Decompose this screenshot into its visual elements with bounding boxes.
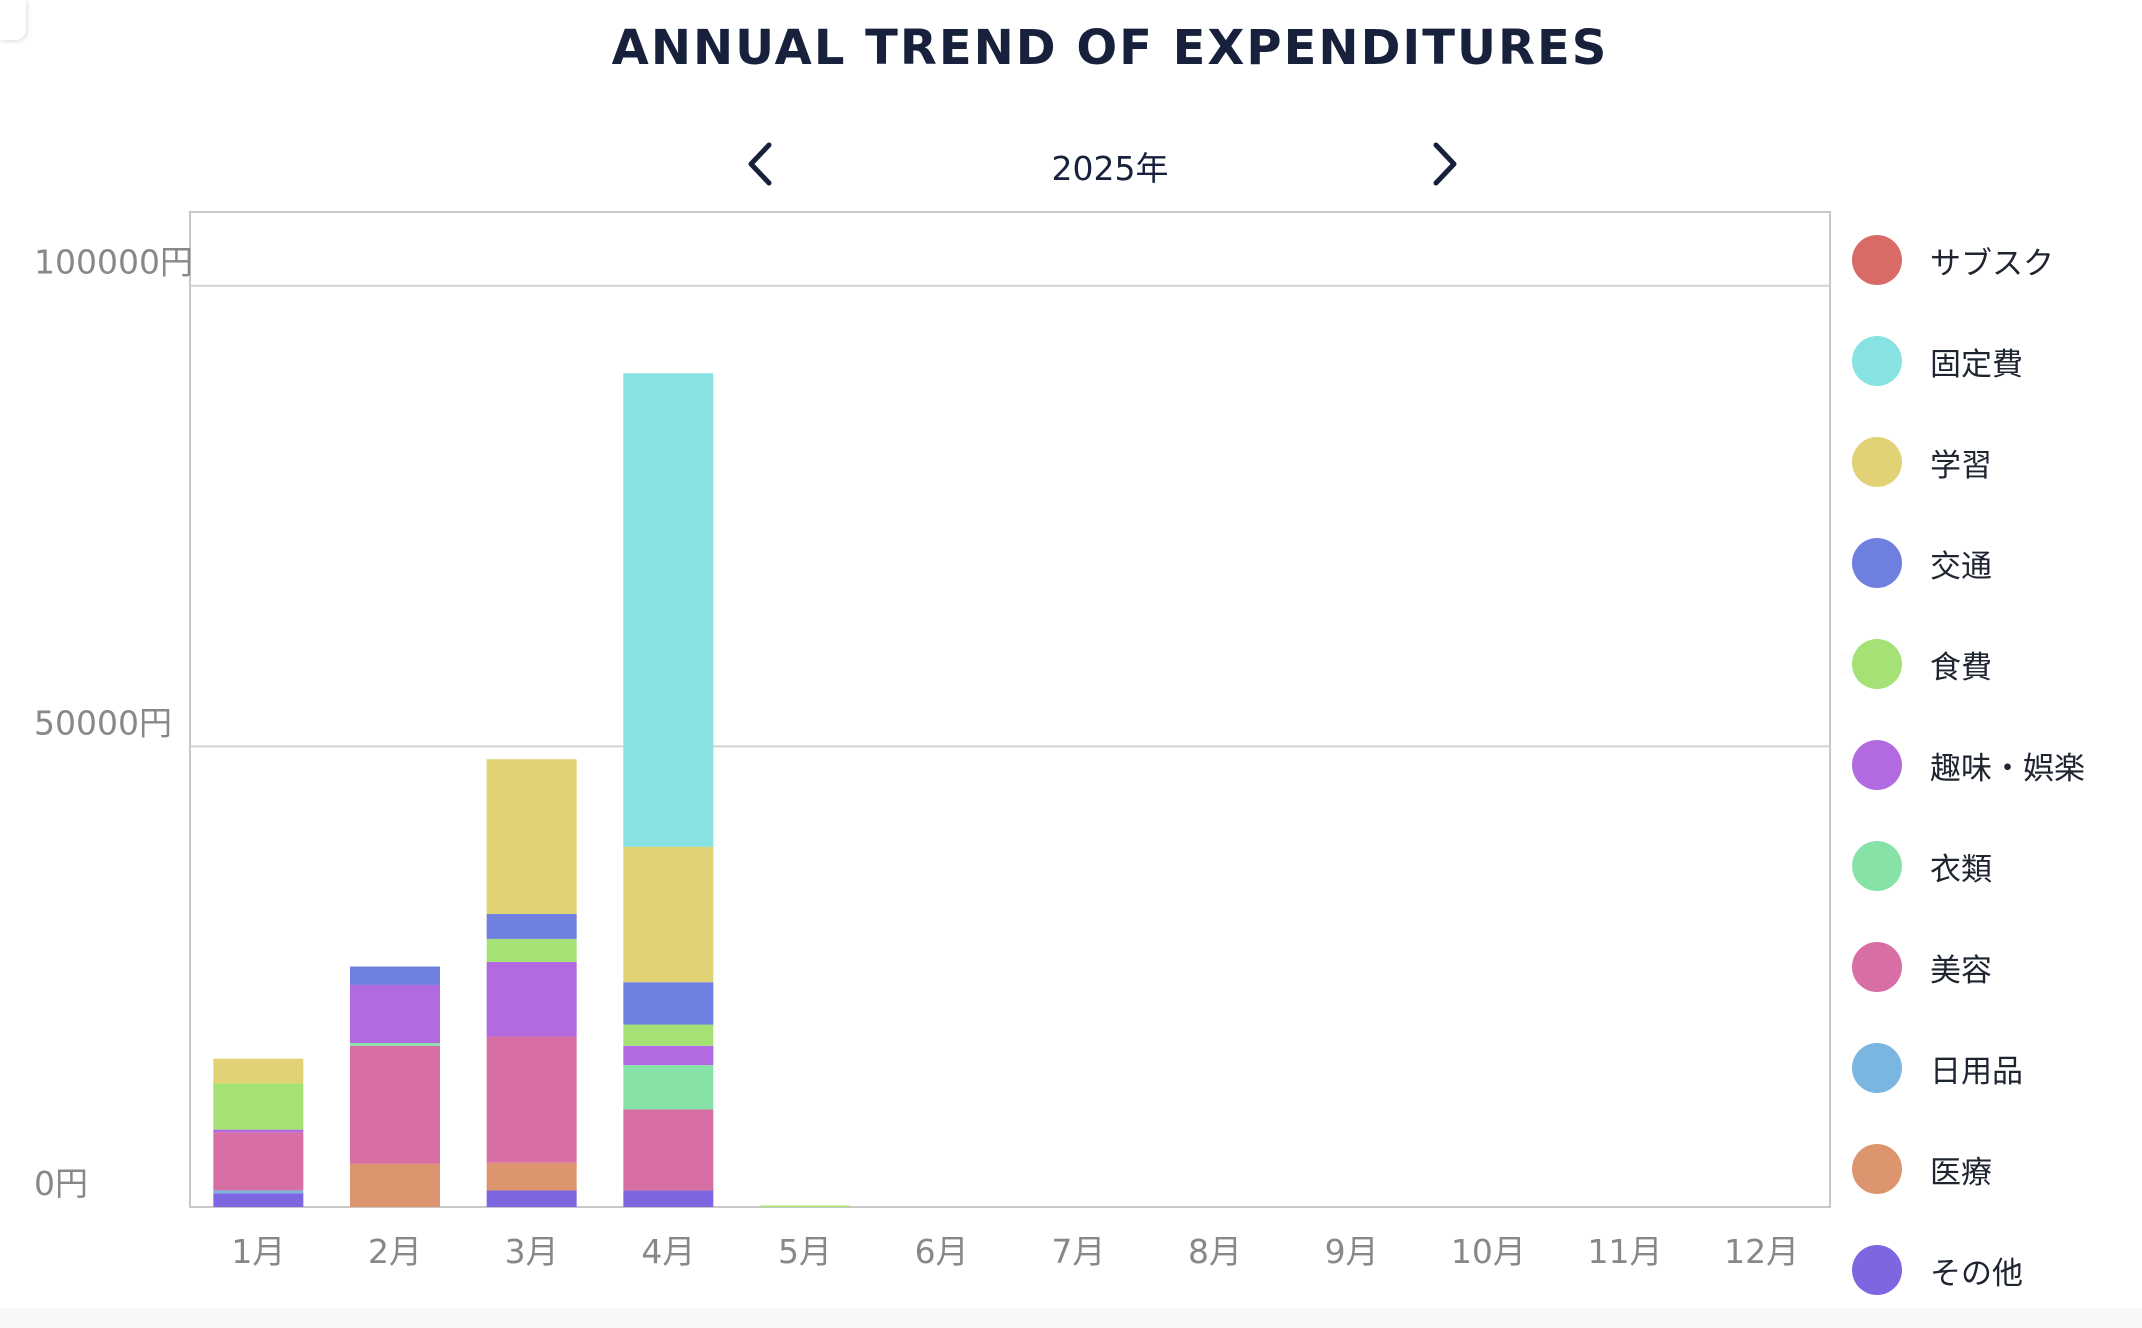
chevron-right-icon xyxy=(1433,142,1457,186)
legend-label: 学習 xyxy=(1930,447,1992,484)
x-tick-label: 11月 xyxy=(1588,1232,1663,1271)
legend-label: サブスク xyxy=(1930,245,2054,282)
x-tick-label: 6月 xyxy=(915,1232,969,1271)
x-tick-label: 4月 xyxy=(641,1232,695,1271)
bar-segment xyxy=(213,1190,304,1194)
corner-tab[interactable] xyxy=(0,0,26,40)
legend-item[interactable]: サブスク xyxy=(1852,230,2054,290)
x-tick-label: 8月 xyxy=(1188,1232,1242,1271)
bar-segment xyxy=(350,1163,440,1207)
bar-segment xyxy=(760,1205,850,1208)
bar-segment xyxy=(213,1132,304,1191)
page-bottom-band xyxy=(0,1308,2142,1328)
bar-segment xyxy=(486,914,577,939)
year-label: 2025年 xyxy=(1051,149,1169,188)
bar-segment xyxy=(623,1024,714,1046)
bar-segment xyxy=(350,1043,440,1046)
legend-color-swatch xyxy=(1852,1245,1902,1295)
legend-item[interactable]: 交通 xyxy=(1852,533,1992,593)
bar-segment xyxy=(213,1083,304,1130)
x-tick-label: 1月 xyxy=(231,1232,285,1271)
bar-segment xyxy=(623,373,714,847)
bar-segment xyxy=(623,846,714,983)
chevron-left-icon xyxy=(748,142,772,186)
bar-segment xyxy=(350,966,440,985)
legend-color-swatch xyxy=(1852,437,1902,487)
legend-item[interactable]: 美容 xyxy=(1852,937,1992,997)
legend-label: 趣味・娯楽 xyxy=(1930,750,2085,787)
legend-color-swatch xyxy=(1852,1144,1902,1194)
bar-segment xyxy=(486,759,577,915)
bar-segment xyxy=(213,1129,304,1133)
x-tick-label: 7月 xyxy=(1051,1232,1105,1271)
y-tick-label: 0円 xyxy=(34,1164,88,1203)
legend-item[interactable]: 医療 xyxy=(1852,1139,1992,1199)
legend-color-swatch xyxy=(1852,639,1902,689)
x-tick-label: 3月 xyxy=(505,1232,559,1271)
bar-segment xyxy=(350,1045,440,1164)
x-tick-label: 9月 xyxy=(1325,1232,1379,1271)
bar-segment xyxy=(486,938,577,962)
bar-segment xyxy=(486,1162,577,1191)
legend-item[interactable]: 固定費 xyxy=(1852,331,2023,391)
legend-label: その他 xyxy=(1930,1255,2023,1292)
legend-label: 日用品 xyxy=(1930,1053,2023,1090)
legend-item[interactable]: 食費 xyxy=(1852,634,1992,694)
legend-label: 衣類 xyxy=(1930,851,1992,888)
bar-segment xyxy=(213,1058,304,1084)
bar-segment xyxy=(623,982,714,1025)
next-year-button[interactable] xyxy=(1420,134,1470,194)
legend-label: 食費 xyxy=(1930,649,1992,686)
bar-segment xyxy=(486,1190,577,1207)
y-tick-label: 100000円 xyxy=(34,243,193,282)
bar-segment xyxy=(623,1109,714,1191)
bar-segment xyxy=(623,1045,714,1066)
y-tick-label: 50000円 xyxy=(34,703,172,742)
bar-segment xyxy=(213,1193,304,1207)
legend-item[interactable]: 日用品 xyxy=(1852,1038,2023,1098)
legend-color-swatch xyxy=(1852,336,1902,386)
x-tick-label: 2月 xyxy=(368,1232,422,1271)
legend-color-swatch xyxy=(1852,538,1902,588)
legend-color-swatch xyxy=(1852,1043,1902,1093)
legend-color-swatch xyxy=(1852,942,1902,992)
x-tick-label: 10月 xyxy=(1451,1232,1526,1271)
legend-label: 交通 xyxy=(1930,548,1992,585)
legend-color-swatch xyxy=(1852,235,1902,285)
chart-title: ANNUAL TREND OF EXPENDITURES xyxy=(611,20,1609,76)
bar-segment xyxy=(486,961,577,1037)
legend-label: 医療 xyxy=(1930,1154,1992,1191)
prev-year-button[interactable] xyxy=(735,134,785,194)
bar-segment xyxy=(623,1190,714,1207)
x-tick-label: 12月 xyxy=(1724,1232,1799,1271)
legend-color-swatch xyxy=(1852,841,1902,891)
legend-label: 固定費 xyxy=(1930,346,2023,383)
bar-segment xyxy=(486,1036,577,1163)
x-tick-label: 5月 xyxy=(778,1232,832,1271)
legend-color-swatch xyxy=(1852,740,1902,790)
legend-item[interactable]: 衣類 xyxy=(1852,836,1992,896)
bar-segment xyxy=(623,1065,714,1110)
legend-item[interactable]: 趣味・娯楽 xyxy=(1852,735,2085,795)
bar-segment xyxy=(350,984,440,1044)
legend-label: 美容 xyxy=(1930,952,1992,989)
legend-item[interactable]: その他 xyxy=(1852,1240,2023,1300)
legend-item[interactable]: 学習 xyxy=(1852,432,1992,492)
plot-area xyxy=(189,211,1831,1208)
